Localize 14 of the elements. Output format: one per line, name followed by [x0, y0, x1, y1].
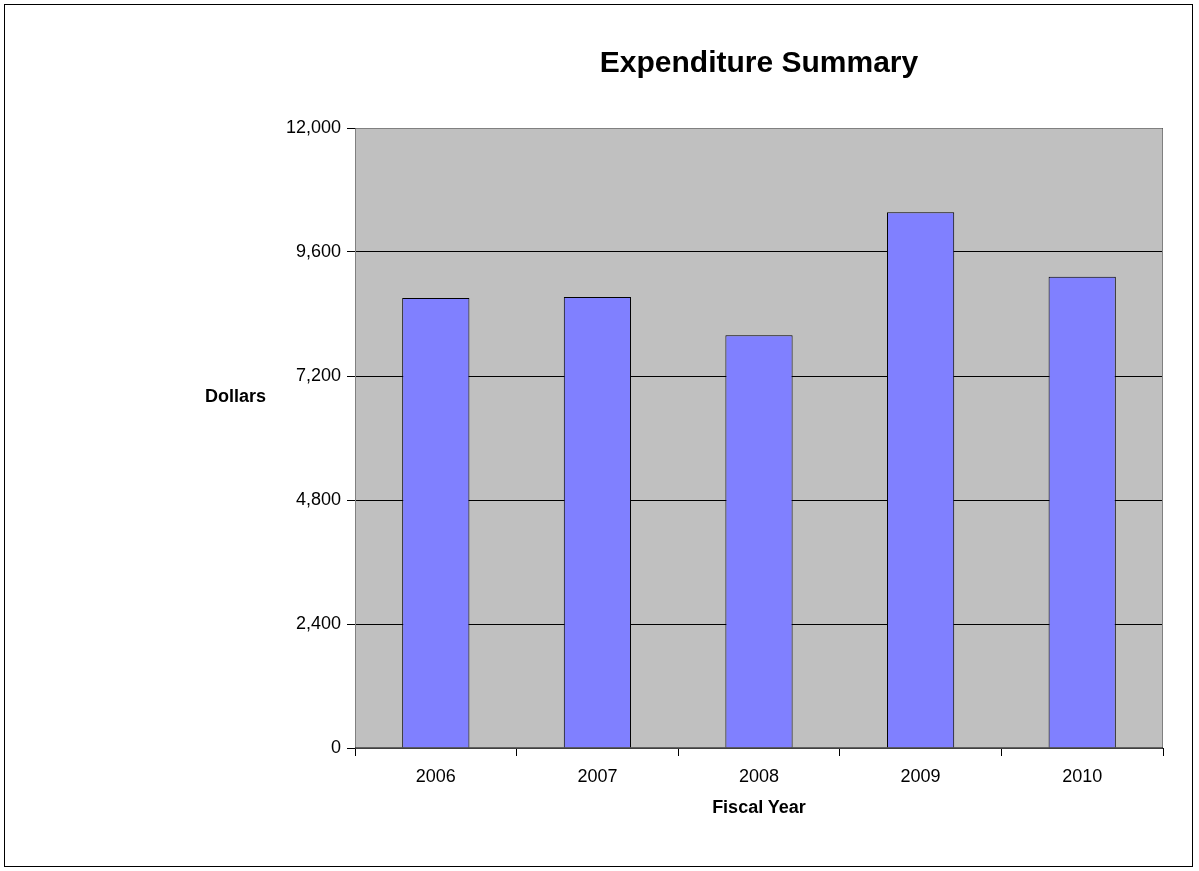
chart-title: Expenditure Summary: [598, 45, 920, 79]
y-tick-label: 4,800: [295, 488, 341, 509]
x-tick-label: 2008: [738, 765, 780, 786]
y-tick-label: 7,200: [295, 364, 341, 385]
y-tick-label: 12,000: [285, 116, 341, 137]
x-tick-label: 2006: [415, 765, 456, 786]
y-tick-label: 2,400: [295, 612, 341, 633]
x-axis-title: Fiscal Year: [711, 797, 807, 818]
x-tick-label: 2009: [900, 765, 941, 786]
y-tick-label: 9,600: [295, 240, 341, 261]
y-tick-label: 0: [330, 736, 341, 757]
y-axis-title: Dollars: [205, 386, 267, 407]
x-tick-label: 2010: [1062, 765, 1103, 786]
x-tick-label: 2007: [577, 765, 618, 786]
